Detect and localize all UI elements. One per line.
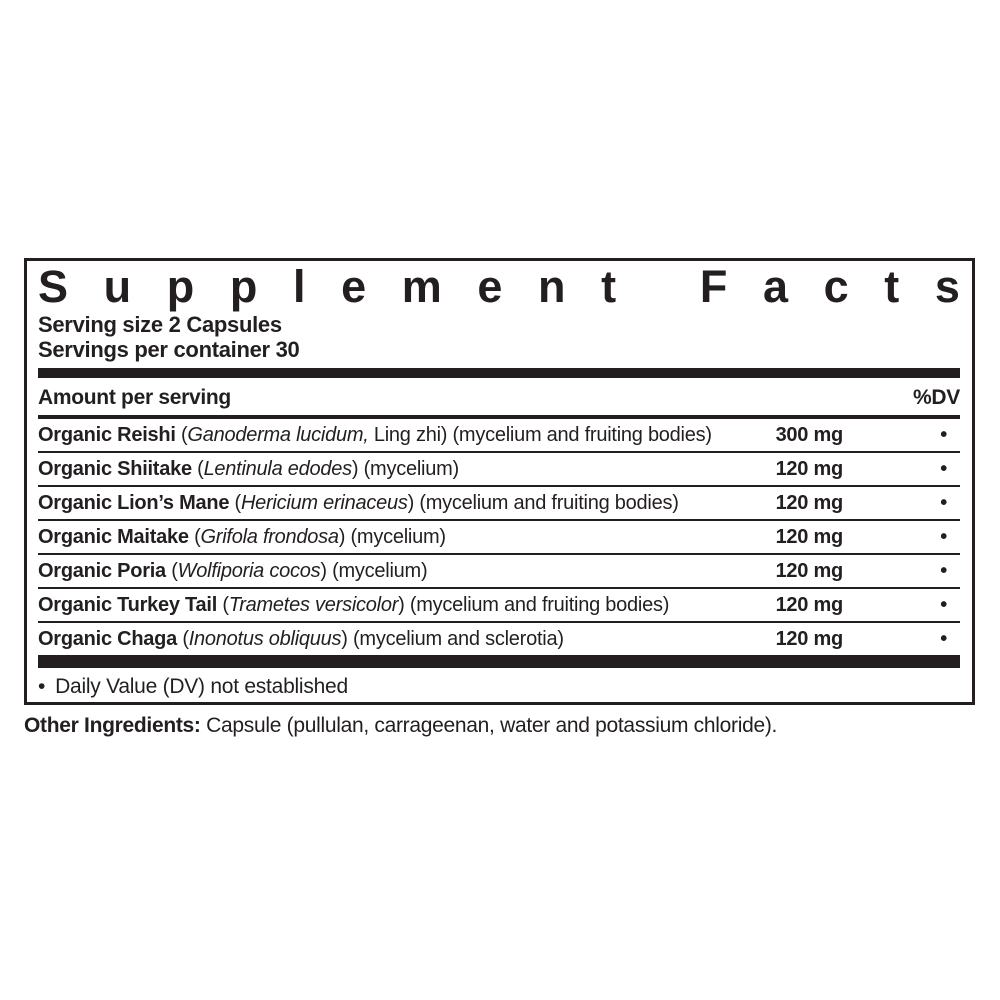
ingredient-name: Organic Chaga (Inonotus obliquus) (mycel… <box>38 627 564 650</box>
serving-size: Serving size 2 Capsules <box>38 311 282 337</box>
ingredient-dv: • <box>940 491 947 514</box>
ingredient-name: Organic Lion’s Mane (Hericium erinaceus)… <box>38 491 679 514</box>
ingredient-dv: • <box>940 627 947 650</box>
footnote-bullet: • <box>38 674 46 698</box>
ingredient-row: Organic Shiitake (Lentinula edodes) (myc… <box>38 450 960 485</box>
ingredient-amount: 300 mg <box>775 423 844 446</box>
ingredient-amount: 120 mg <box>775 491 844 514</box>
servings-per-container: Servings per container 30 <box>38 336 300 362</box>
dv-footnote: • Daily Value (DV) not established <box>38 668 960 702</box>
ingredient-name: Organic Turkey Tail (Trametes versicolor… <box>38 593 670 616</box>
ingredient-amount: 120 mg <box>775 627 844 650</box>
ingredient-dv: • <box>940 525 947 548</box>
ingredient-amount: 120 mg <box>775 559 844 582</box>
divider-thick-top <box>38 367 960 378</box>
other-ingredients-line: Other Ingredients: Capsule (pullulan, ca… <box>24 714 777 738</box>
facts-rows: Organic Reishi (Ganoderma lucidum, Ling … <box>38 419 960 655</box>
ingredient-row: Organic Turkey Tail (Trametes versicolor… <box>38 586 960 621</box>
ingredient-row: Organic Maitake (Grifola frondosa) (myce… <box>38 518 960 553</box>
divider-medium <box>38 414 960 419</box>
ingredient-name: Organic Maitake (Grifola frondosa) (myce… <box>38 525 446 548</box>
ingredient-dv: • <box>940 559 947 582</box>
ingredient-amount: 120 mg <box>775 593 844 616</box>
ingredient-amount: 120 mg <box>775 457 844 480</box>
divider-thick-bottom <box>38 654 960 668</box>
ingredient-row: Organic Poria (Wolfiporia cocos) (myceli… <box>38 552 960 587</box>
ingredient-row: Organic Reishi (Ganoderma lucidum, Ling … <box>38 419 960 451</box>
footnote-text: Daily Value (DV) not established <box>55 674 348 698</box>
ingredient-name: Organic Shiitake (Lentinula edodes) (myc… <box>38 457 459 480</box>
ingredient-row: Organic Lion’s Mane (Hericium erinaceus)… <box>38 484 960 519</box>
dv-column-label: %DV <box>913 385 960 409</box>
ingredient-dv: • <box>940 457 947 480</box>
other-ingredients-text: Capsule (pullulan, carrageenan, water an… <box>206 714 778 737</box>
column-header-row: Amount per serving %DV <box>38 378 960 415</box>
other-ingredients-label: Other Ingredients: <box>24 714 207 737</box>
ingredient-dv: • <box>940 593 947 616</box>
ingredient-row: Organic Chaga (Inonotus obliquus) (mycel… <box>38 620 960 655</box>
ingredient-dv: • <box>940 423 947 446</box>
ingredient-amount: 120 mg <box>775 525 844 548</box>
ingredient-name: Organic Reishi (Ganoderma lucidum, Ling … <box>38 423 712 446</box>
amount-per-serving-label: Amount per serving <box>38 385 231 409</box>
ingredient-name: Organic Poria (Wolfiporia cocos) (myceli… <box>38 559 428 582</box>
